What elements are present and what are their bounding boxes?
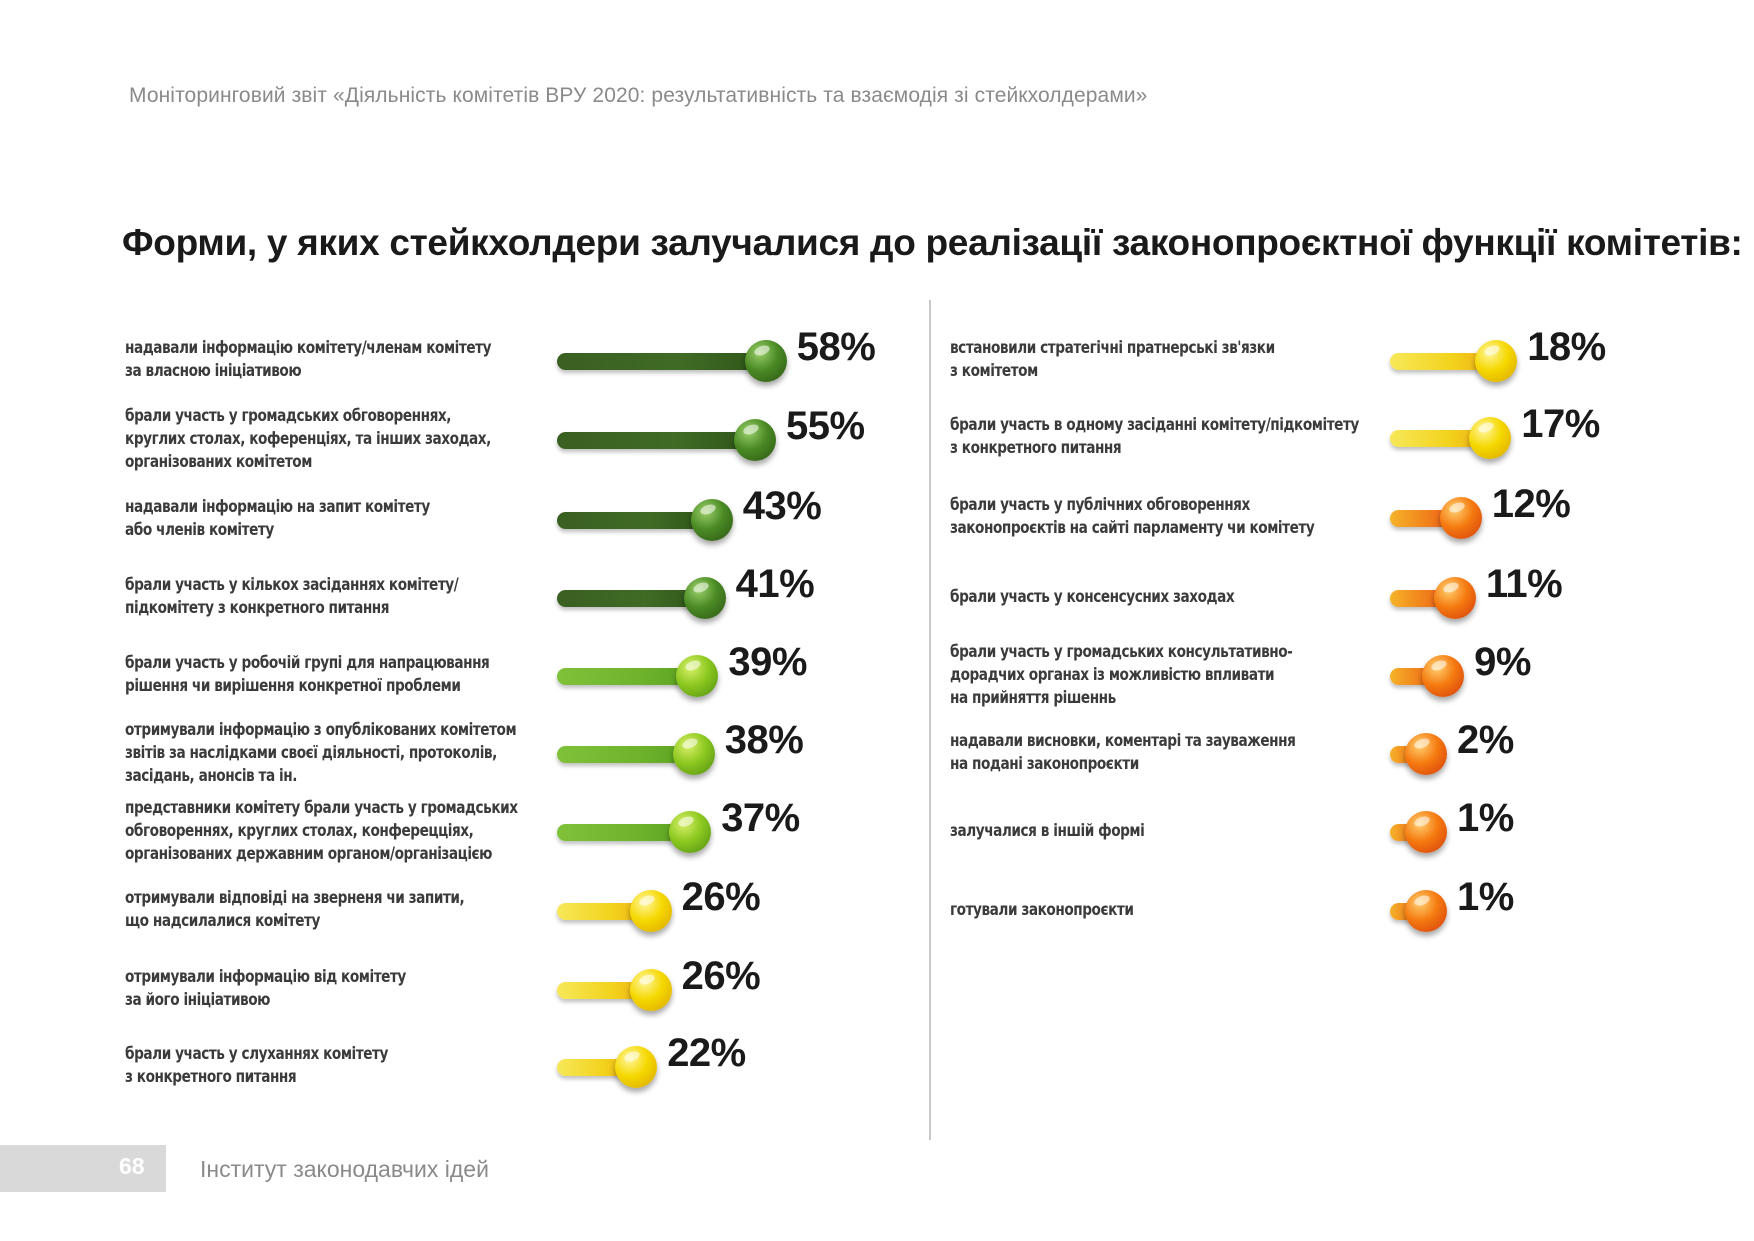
bar <box>557 590 705 607</box>
bar <box>1390 353 1497 370</box>
bar-label: брали участь в одному засіданні комітету… <box>950 415 1359 457</box>
bar <box>557 512 712 529</box>
bar-end-knob <box>734 419 776 461</box>
bar-end-knob <box>744 340 787 382</box>
bar-label: готували законопроєкти <box>950 899 1134 919</box>
bar-label: брали участь у громадських консультативн… <box>950 641 1293 707</box>
bar-end-knob <box>672 733 715 775</box>
data-label: 1% <box>1457 796 1514 840</box>
footer-organization: Інститут законодавчих ідей <box>200 1156 489 1182</box>
data-label: 38% <box>724 718 804 762</box>
bar <box>557 982 651 999</box>
bar-end-knob <box>683 577 726 619</box>
bar-label: надавали інформацію комітету/членам комі… <box>125 338 492 380</box>
chart-title: Форми, у яких стейкхолдери залучалися до… <box>122 222 1743 263</box>
bar-end-knob <box>615 1046 658 1088</box>
data-label: 39% <box>728 640 807 684</box>
bar-label: брали участь у консенсусних заходах <box>950 586 1235 606</box>
report-header: Моніторинговий звіт «Діяльність комітеті… <box>129 84 1148 107</box>
bar-end-knob <box>1405 811 1447 853</box>
bar-end-knob <box>669 811 712 853</box>
bar-label: брали участь у публічних обговореннях зак… <box>950 495 1315 537</box>
data-label: 1% <box>1457 875 1514 919</box>
bar-label: отримували інформацію з опублікованих ко… <box>125 719 517 785</box>
bar <box>557 824 691 841</box>
bar <box>557 903 651 920</box>
bar-end-knob <box>1439 497 1482 539</box>
data-label: 55% <box>786 404 865 448</box>
column-divider <box>929 300 931 1140</box>
bar-label: брали участь у громадських обговореннях,… <box>125 405 491 471</box>
data-label: 17% <box>1521 402 1600 446</box>
page-number: 68 <box>119 1153 145 1179</box>
bar <box>1390 430 1491 447</box>
data-label: 37% <box>721 796 800 840</box>
bar-label: отримували відповіді на зверненя чи запи… <box>125 888 465 930</box>
bar-end-knob <box>1475 340 1518 382</box>
bar-label: отримували інформацію від комітету за йог… <box>125 967 406 1009</box>
data-label: 26% <box>681 954 761 998</box>
bar-end-knob <box>629 969 672 1011</box>
bar <box>557 432 755 449</box>
bar-end-knob <box>690 499 733 541</box>
bar <box>557 746 694 763</box>
bar-end-knob <box>1405 733 1447 775</box>
bar-end-knob <box>1422 655 1465 697</box>
bar-label: брали участь у слуханнях комітету з конкр… <box>125 1044 388 1086</box>
bar-label: брали участь у робочій групі для напрацю… <box>125 653 490 695</box>
bar-label: надавали інформацію на запит комітету або… <box>125 497 430 539</box>
data-label: 11% <box>1485 562 1563 606</box>
data-label: 22% <box>667 1031 746 1075</box>
data-label: 58% <box>796 325 876 369</box>
bar-label: залучалися в іншій формі <box>950 820 1145 840</box>
bar-label: надавали висновки, коментарі та зауважен… <box>950 731 1296 773</box>
bar-label: встановили стратегічні пратнерські зв'яз… <box>950 338 1275 380</box>
data-label: 2% <box>1457 718 1514 762</box>
bar-end-knob <box>1433 577 1476 619</box>
bar-end-knob <box>676 655 719 697</box>
bar-end-knob <box>629 890 672 932</box>
bar-end-knob <box>1405 890 1447 932</box>
bar-label: представники комітету брали участь у гро… <box>125 797 518 863</box>
bar-label: брали участь у кількох засіданнях коміте… <box>125 575 459 617</box>
data-label: 43% <box>742 484 822 528</box>
bar <box>557 353 766 370</box>
data-label: 12% <box>1491 482 1571 526</box>
data-label: 41% <box>735 562 815 606</box>
data-label: 18% <box>1527 325 1606 369</box>
bar-end-knob <box>1469 417 1512 459</box>
data-label: 26% <box>681 875 761 919</box>
data-label: 9% <box>1474 640 1531 684</box>
bar <box>557 668 698 685</box>
footer-page-box <box>0 1145 166 1192</box>
